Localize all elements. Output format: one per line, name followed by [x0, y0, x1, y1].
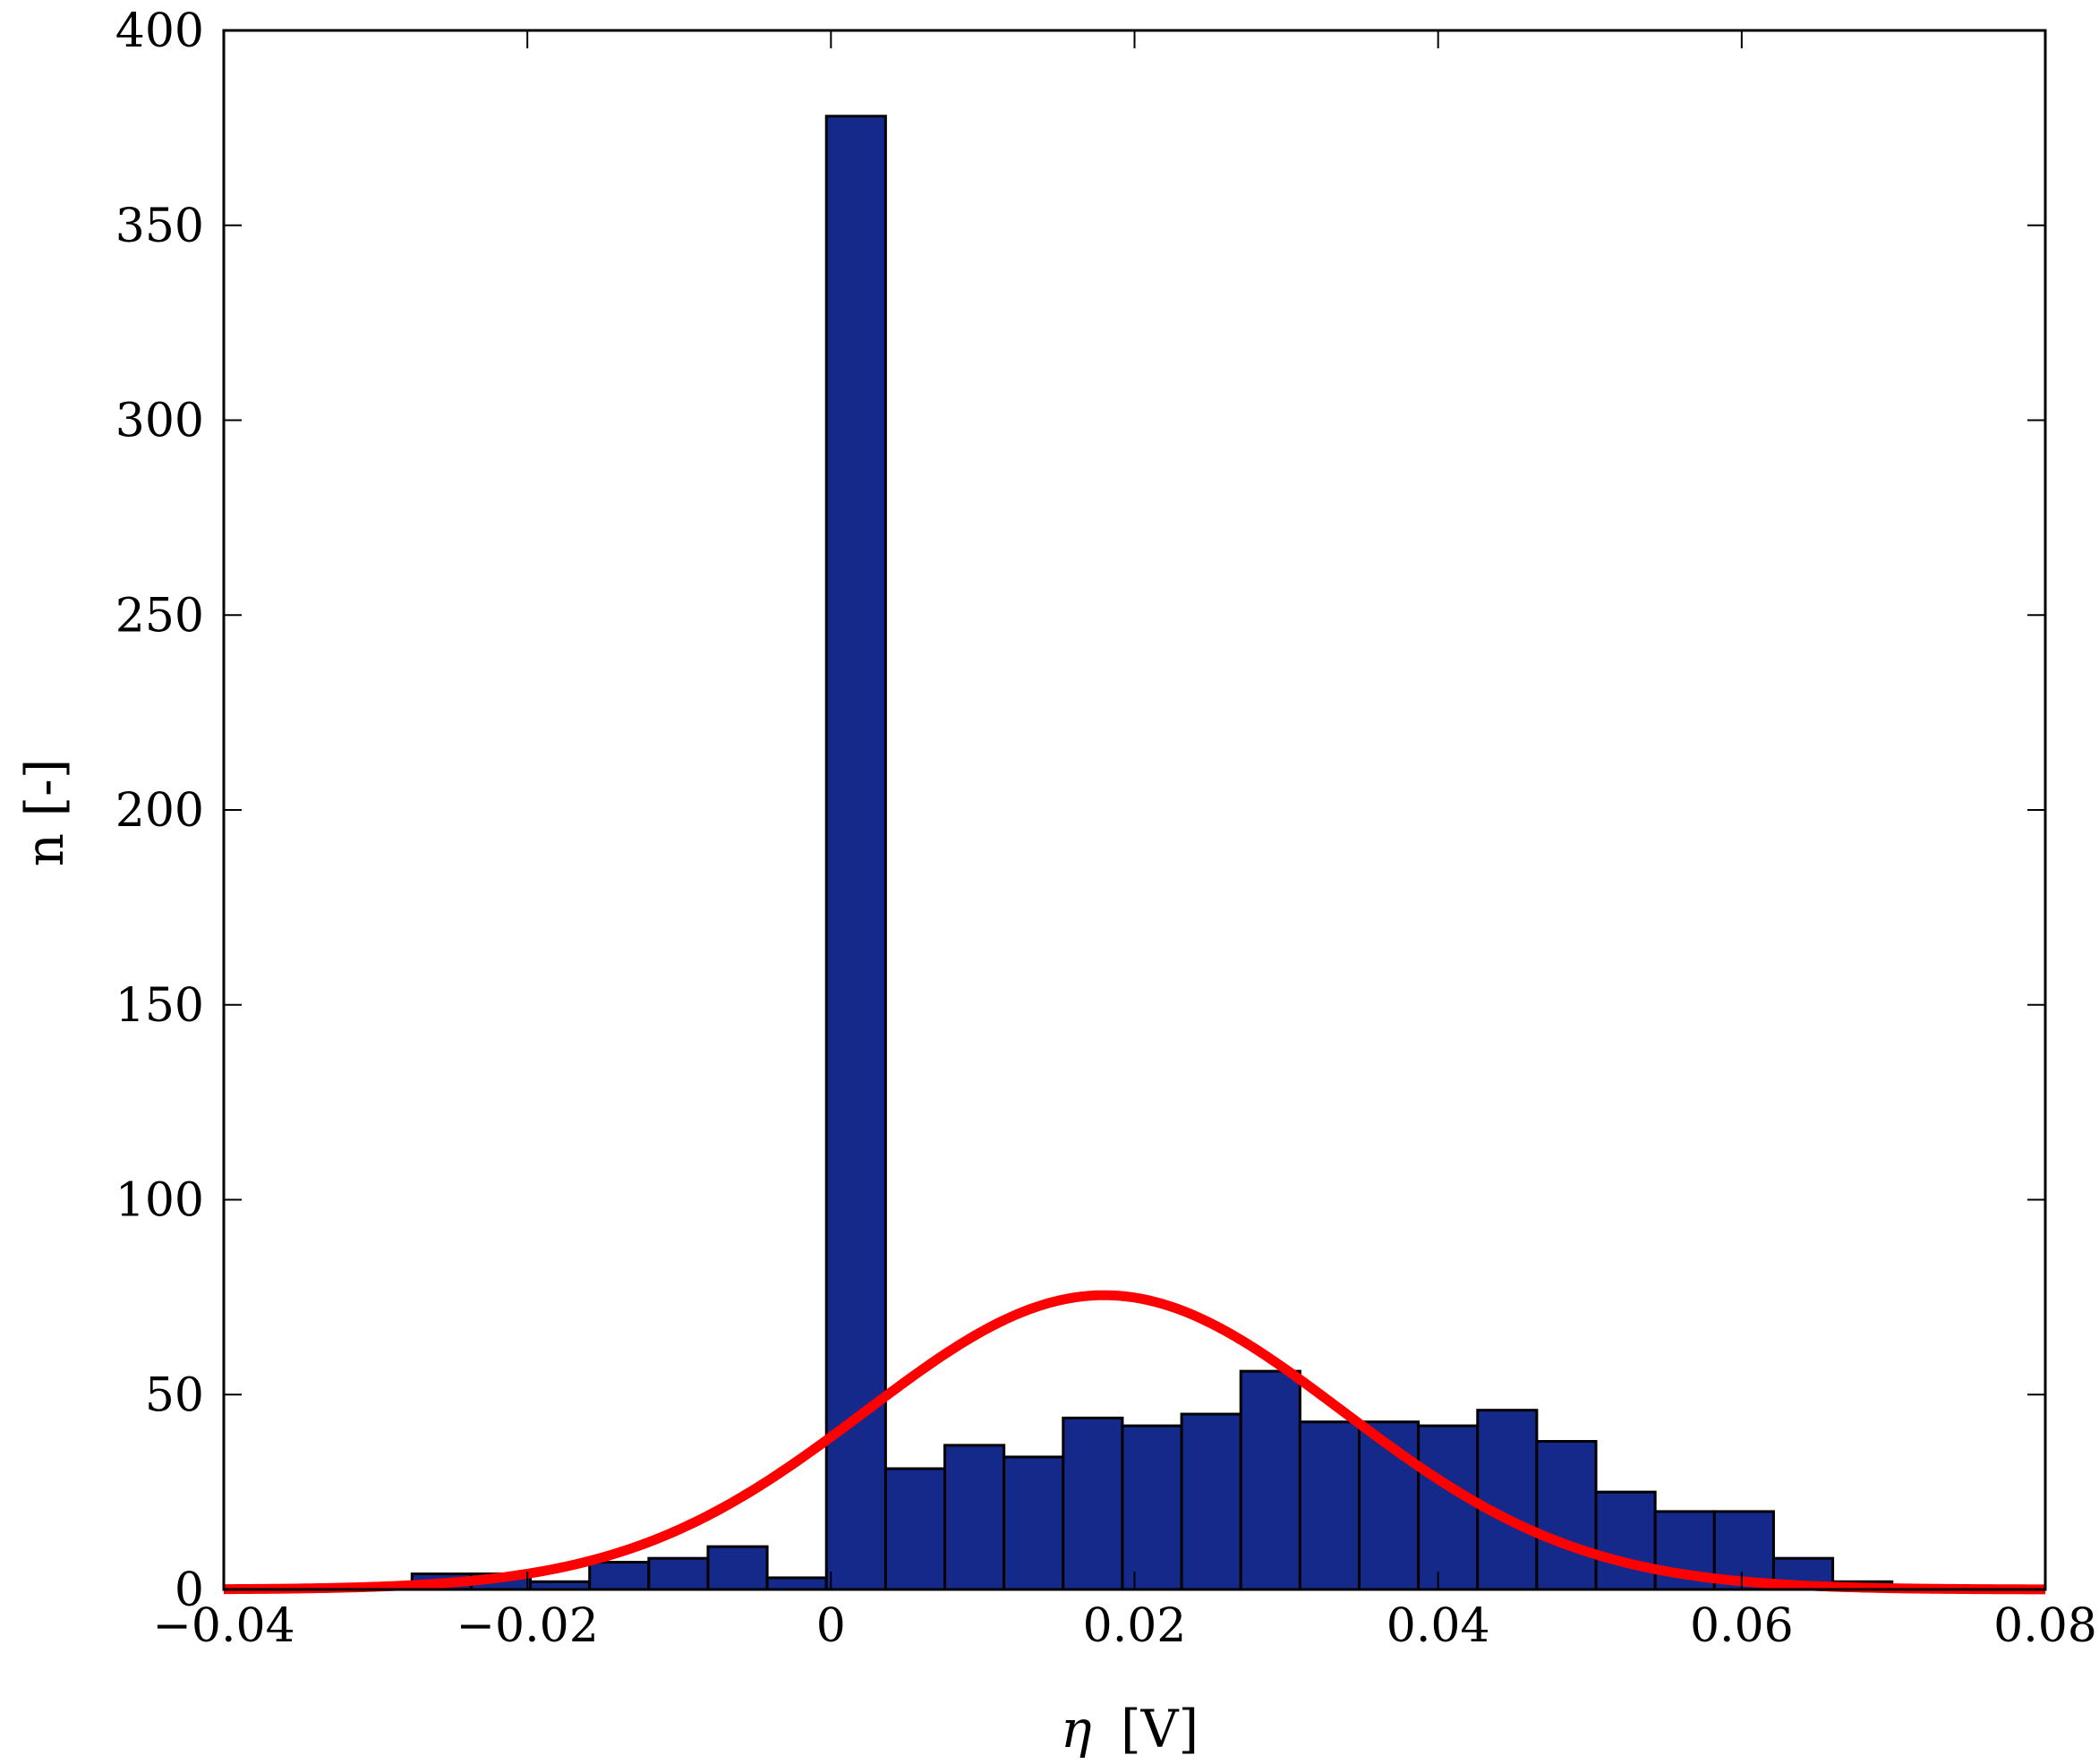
histogram-bar — [706, 1545, 769, 1591]
x-tick-label: 0.04 — [1387, 1599, 1490, 1653]
histogram-bar — [1417, 1424, 1480, 1591]
y-axis-label: n [-] — [14, 759, 75, 867]
histogram-bar — [1476, 1409, 1539, 1591]
histogram-bar — [824, 115, 887, 1591]
histogram-bar — [588, 1561, 651, 1591]
histogram-bar — [1062, 1416, 1124, 1591]
y-tick-label: 100 — [115, 1174, 204, 1228]
x-tick-label: 0 — [816, 1599, 846, 1653]
x-axis-label: η [V] — [1061, 1699, 1199, 1760]
histogram-bar — [883, 1467, 947, 1591]
histogram-bar — [1180, 1412, 1242, 1591]
x-tick-labels: −0.04 −0.02 0 0.02 0.04 0.06 0.08 — [152, 1599, 2097, 1653]
histogram-bar — [1121, 1424, 1183, 1591]
histogram-bar — [1239, 1369, 1301, 1591]
y-tick-label: 350 — [115, 200, 204, 253]
histogram-bar — [943, 1444, 1006, 1591]
histogram-bars — [351, 115, 1953, 1591]
histogram-bar — [1535, 1440, 1598, 1591]
histogram-bar — [765, 1576, 828, 1591]
y-tick-label: 300 — [115, 395, 204, 448]
y-tick-label: 400 — [115, 4, 204, 58]
plot-frame — [222, 29, 2047, 1591]
y-tick-label: 0 — [175, 1564, 204, 1617]
histogram-bar — [1298, 1420, 1361, 1591]
axis-ticks — [223, 30, 2046, 1590]
y-tick-label: 150 — [115, 979, 204, 1033]
histogram-bar — [647, 1556, 710, 1591]
x-tick-label: −0.02 — [456, 1599, 598, 1653]
x-tick-label: 0.02 — [1083, 1599, 1187, 1653]
x-axis-label-unit: [V] — [1121, 1699, 1199, 1760]
histogram-bar — [1003, 1455, 1065, 1591]
y-tick-label: 250 — [115, 589, 204, 643]
histogram-bar — [1594, 1490, 1657, 1591]
x-tick-label: −0.04 — [152, 1599, 294, 1653]
x-axis-label-symbol: η — [1061, 1699, 1092, 1760]
x-tick-label: 0.06 — [1690, 1599, 1794, 1653]
y-tick-labels: 0 50 100 150 200 250 300 350 400 — [115, 4, 204, 1617]
y-tick-label: 200 — [115, 784, 204, 838]
x-tick-label: 0.08 — [1993, 1599, 2097, 1653]
y-tick-label: 50 — [145, 1368, 204, 1422]
